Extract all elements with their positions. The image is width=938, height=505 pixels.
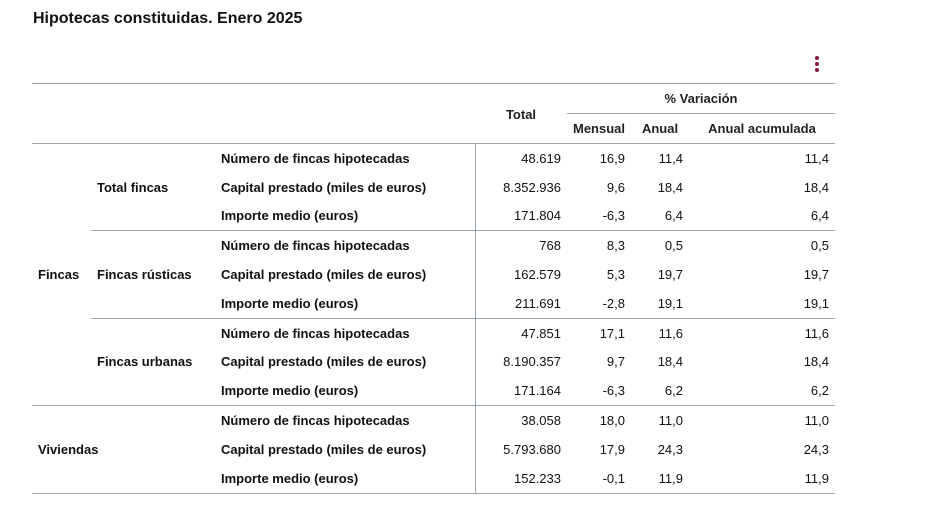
row-label: Importe medio (euros) bbox=[221, 383, 359, 399]
cell-total: 8.190.357 bbox=[474, 347, 567, 377]
table-row: Importe medio (euros) 211.691 -2,8 19,1 … bbox=[32, 288, 835, 319]
row-label: Número de fincas hipotecadas bbox=[215, 317, 475, 348]
row-label: Número de fincas hipotecadas bbox=[215, 230, 475, 261]
page-title: Hipotecas constituidas. Enero 2025 bbox=[33, 10, 303, 27]
cell-total: 8.352.936 bbox=[474, 172, 567, 202]
vertical-dots-icon[interactable] bbox=[813, 56, 821, 76]
subgroup-label-fincas-urbanas: Fincas urbanas bbox=[91, 317, 215, 406]
cell-anual-acumulada: 0,5 bbox=[689, 230, 835, 261]
header-variation: % Variación bbox=[567, 83, 835, 114]
subgroup-label-total-fincas: Total fincas bbox=[97, 179, 169, 195]
cell-anual-acumulada: 11,6 bbox=[689, 317, 835, 348]
header-blank-2 bbox=[32, 113, 475, 144]
cell-total: 162.579 bbox=[474, 260, 567, 289]
cell-anual: 19,1 bbox=[657, 295, 683, 311]
row-label: Importe medio (euros) bbox=[221, 295, 359, 311]
row-label: Capital prestado (miles de euros) bbox=[221, 267, 427, 283]
cell-total: 38.058 bbox=[474, 405, 567, 435]
header-mensual: Mensual bbox=[567, 113, 631, 144]
cell-total: 5.793.680 bbox=[474, 434, 567, 464]
cell-total: 768 bbox=[474, 230, 567, 261]
table-row: Capital prestado (miles de euros) 5.793.… bbox=[32, 434, 835, 464]
cell-anual-acumulada: 19,7 bbox=[803, 267, 829, 283]
table-row: Capital prestado (miles de euros) 8.190.… bbox=[32, 347, 835, 377]
header-anual: Anual bbox=[631, 113, 689, 144]
row-label: Número de fincas hipotecadas bbox=[221, 150, 410, 166]
cell-anual: 0,5 bbox=[631, 230, 689, 261]
row-label: Importe medio (euros) bbox=[215, 463, 475, 494]
cell-total: 171.804 bbox=[474, 201, 567, 231]
table-row: Capital prestado (miles de euros) 162.57… bbox=[32, 260, 835, 289]
subgroup-label-fincas-rusticas: Fincas rústicas bbox=[91, 230, 215, 319]
cell-total: 152.233 bbox=[474, 463, 567, 494]
cell-mensual: 9,6 bbox=[606, 179, 625, 195]
table-row: Fincas Total fincas Número de fincas hip… bbox=[32, 143, 835, 407]
cell-anual: 18,4 bbox=[657, 354, 683, 370]
cell-anual: 11,9 bbox=[631, 463, 689, 494]
row-label: Importe medio (euros) bbox=[221, 208, 359, 224]
cell-total: 47.851 bbox=[474, 317, 567, 348]
cell-anual: 18,4 bbox=[657, 179, 683, 195]
cell-mensual: 17,9 bbox=[599, 441, 625, 457]
header-blank bbox=[32, 83, 475, 114]
cell-mensual: 5,3 bbox=[606, 267, 625, 283]
cell-mensual: 8,3 bbox=[567, 230, 631, 261]
row-label: Capital prestado (miles de euros) bbox=[221, 441, 427, 457]
cell-mensual: 18,0 bbox=[567, 405, 631, 435]
table-row: Fincas rústicas Número de fincas hipotec… bbox=[32, 230, 835, 319]
cell-anual-acumulada: 6,4 bbox=[810, 208, 829, 224]
table-row: Importe medio (euros) 171.804 -6,3 6,4 6… bbox=[32, 201, 835, 231]
table-row: Fincas urbanas Número de fincas hipoteca… bbox=[32, 317, 835, 406]
cell-anual: 11,6 bbox=[631, 317, 689, 348]
cell-mensual: -2,8 bbox=[602, 295, 625, 311]
cell-anual: 11,4 bbox=[658, 150, 683, 166]
group-label-viviendas: Viviendas bbox=[32, 405, 215, 494]
cell-anual-acumulada: 18,4 bbox=[803, 179, 829, 195]
cell-anual-acumulada: 11,0 bbox=[689, 405, 835, 435]
mortgage-table: Total % Variación Mensual Anual Anual ac… bbox=[32, 83, 835, 494]
cell-mensual: 17,1 bbox=[567, 317, 631, 348]
cell-anual-acumulada: 11,9 bbox=[689, 463, 835, 494]
cell-anual-acumulada: 18,4 bbox=[803, 354, 829, 370]
cell-anual-acumulada: 24,3 bbox=[803, 441, 829, 457]
cell-mensual: -6,3 bbox=[602, 208, 625, 224]
cell-mensual: -0,1 bbox=[567, 463, 631, 494]
cell-total: 211.691 bbox=[474, 288, 567, 319]
cell-anual: 6,4 bbox=[664, 208, 683, 224]
table-row: Importe medio (euros) 152.233 -0,1 11,9 … bbox=[32, 463, 835, 494]
cell-total: 48.619 bbox=[474, 143, 567, 173]
table-row: Capital prestado (miles de euros) 8.352.… bbox=[32, 172, 835, 202]
cell-anual-acumulada: 19,1 bbox=[803, 295, 829, 311]
table-row: Viviendas Número de fincas hipotecadas 3… bbox=[32, 405, 835, 494]
group-label-fincas: Fincas bbox=[32, 143, 91, 407]
row-label: Capital prestado (miles de euros) bbox=[221, 179, 427, 195]
header-anual-acumulada: Anual acumulada bbox=[689, 113, 835, 144]
cell-mensual: 9,7 bbox=[606, 354, 625, 370]
cell-anual: 19,7 bbox=[657, 267, 683, 283]
row-label: Número de fincas hipotecadas bbox=[215, 405, 475, 435]
cell-anual: 24,3 bbox=[657, 441, 683, 457]
cell-anual: 11,0 bbox=[631, 405, 689, 435]
row-label: Capital prestado (miles de euros) bbox=[221, 354, 427, 370]
cell-total: 171.164 bbox=[474, 376, 567, 406]
table-row: Importe medio (euros) 171.164 -6,3 6,2 6… bbox=[32, 376, 835, 406]
header-total: Total bbox=[475, 83, 567, 144]
cell-anual-acumulada: 11,4 bbox=[804, 150, 829, 166]
cell-anual: 6,2 bbox=[664, 383, 683, 399]
cell-anual-acumulada: 6,2 bbox=[810, 383, 829, 399]
cell-mensual: -6,3 bbox=[602, 383, 625, 399]
cell-mensual: 16,9 bbox=[599, 150, 625, 166]
